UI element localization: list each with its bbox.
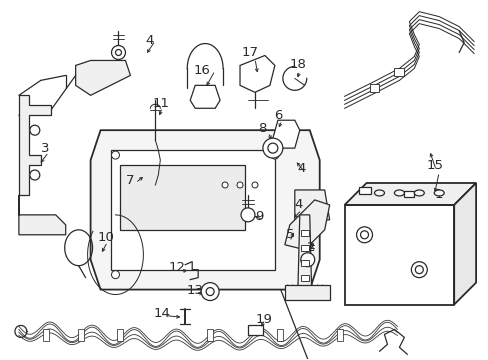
Circle shape xyxy=(414,266,423,274)
Bar xyxy=(78,329,83,341)
Bar xyxy=(394,68,404,76)
Circle shape xyxy=(111,45,125,59)
Text: 1: 1 xyxy=(433,188,442,202)
Circle shape xyxy=(410,262,427,278)
Bar xyxy=(344,205,453,305)
Bar xyxy=(358,187,370,194)
Text: 2: 2 xyxy=(306,241,315,254)
Bar xyxy=(300,275,308,280)
Circle shape xyxy=(111,271,119,279)
Circle shape xyxy=(267,143,277,153)
Text: 6: 6 xyxy=(273,109,282,122)
Ellipse shape xyxy=(394,190,404,196)
Text: 4: 4 xyxy=(297,162,305,175)
Polygon shape xyxy=(453,183,475,305)
Polygon shape xyxy=(110,150,274,270)
Circle shape xyxy=(30,170,40,180)
Polygon shape xyxy=(90,130,319,289)
Polygon shape xyxy=(297,215,311,294)
Circle shape xyxy=(300,253,314,267)
Text: 13: 13 xyxy=(186,284,203,297)
Polygon shape xyxy=(19,95,51,195)
Text: 3: 3 xyxy=(41,141,49,155)
Bar xyxy=(117,329,123,341)
Text: 17: 17 xyxy=(242,46,259,59)
Text: 4: 4 xyxy=(294,198,303,211)
Polygon shape xyxy=(19,195,65,235)
Text: 4: 4 xyxy=(145,34,153,47)
Bar xyxy=(369,84,379,92)
Circle shape xyxy=(251,182,258,188)
Text: 8: 8 xyxy=(258,122,266,135)
Polygon shape xyxy=(344,183,475,205)
Circle shape xyxy=(237,182,243,188)
Circle shape xyxy=(270,151,278,159)
Bar xyxy=(285,285,329,300)
Circle shape xyxy=(222,182,227,188)
Circle shape xyxy=(111,151,119,159)
Text: 12: 12 xyxy=(168,261,185,274)
Polygon shape xyxy=(190,85,220,108)
Text: 7: 7 xyxy=(125,174,134,186)
Bar xyxy=(300,230,308,236)
Bar xyxy=(42,329,49,341)
Text: 15: 15 xyxy=(426,158,443,172)
Circle shape xyxy=(263,138,282,158)
Ellipse shape xyxy=(433,190,443,196)
Circle shape xyxy=(115,50,121,55)
Polygon shape xyxy=(240,55,274,92)
Text: 18: 18 xyxy=(289,58,306,71)
Bar xyxy=(336,329,342,341)
Circle shape xyxy=(360,231,368,239)
Circle shape xyxy=(206,288,214,296)
Polygon shape xyxy=(285,200,329,250)
Ellipse shape xyxy=(413,190,424,196)
Circle shape xyxy=(241,208,254,222)
Polygon shape xyxy=(272,120,299,148)
Circle shape xyxy=(30,125,40,135)
Bar xyxy=(300,260,308,266)
Text: 14: 14 xyxy=(153,307,170,320)
Polygon shape xyxy=(120,165,244,230)
Bar xyxy=(404,191,413,197)
Circle shape xyxy=(356,227,372,243)
Bar xyxy=(300,245,308,251)
Circle shape xyxy=(201,283,219,301)
Text: 5: 5 xyxy=(285,228,294,241)
Polygon shape xyxy=(76,60,130,95)
Bar xyxy=(276,329,282,341)
Text: 11: 11 xyxy=(152,97,169,110)
Bar xyxy=(247,325,263,336)
Text: 10: 10 xyxy=(98,231,114,244)
Text: 19: 19 xyxy=(255,313,272,326)
Bar xyxy=(207,329,213,341)
Text: 9: 9 xyxy=(254,210,263,223)
Ellipse shape xyxy=(374,190,384,196)
Polygon shape xyxy=(294,190,329,220)
Text: 16: 16 xyxy=(193,64,210,77)
